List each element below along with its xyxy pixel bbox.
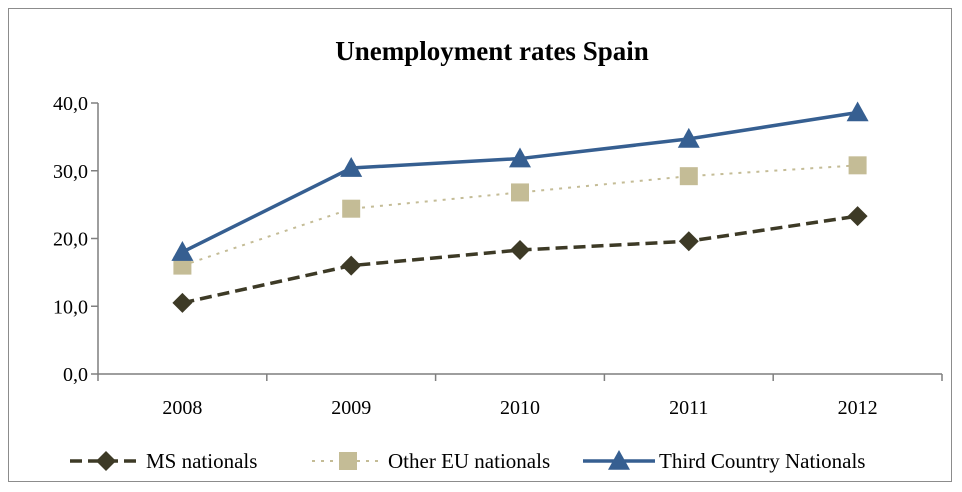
data-point-marker	[847, 206, 868, 227]
y-tick-label: 20,0	[53, 229, 88, 251]
series-line	[182, 164, 858, 267]
chart-frame	[8, 8, 952, 482]
series-ms-nationals	[172, 206, 868, 313]
legend-item: MS nationals	[70, 449, 257, 473]
legend-label: Other EU nationals	[388, 449, 550, 473]
data-point-marker	[510, 240, 530, 261]
data-point-marker	[677, 127, 700, 148]
data-point-marker	[342, 199, 361, 218]
y-tick-label: 40,0	[53, 93, 88, 115]
series-layer	[171, 101, 869, 313]
data-point-marker	[171, 241, 194, 261]
axes: 0,0 10,0 20,0 30,0 40,0 2008 2009 2010 2011 2012	[53, 93, 943, 419]
legend-marker	[339, 452, 357, 470]
legend-item: Third Country Nationals	[583, 449, 865, 473]
y-tick-label: 0,0	[63, 364, 88, 386]
legend-marker	[608, 450, 630, 470]
x-tick-label: 2011	[669, 397, 708, 419]
legend-label: MS nationals	[146, 449, 257, 473]
chart-title: Unemployment rates Spain	[335, 36, 649, 66]
data-point-marker	[679, 167, 698, 186]
data-point-marker	[173, 256, 192, 275]
data-point-marker	[172, 292, 193, 313]
x-tick-label: 2012	[838, 397, 878, 419]
y-tick-label: 30,0	[53, 161, 88, 183]
data-point-marker	[848, 156, 867, 175]
data-point-marker	[678, 231, 699, 252]
series-other-eu-nationals	[173, 156, 867, 275]
x-tick-label: 2010	[500, 397, 540, 419]
legend: MS nationals Other EU nationals Third Coun…	[70, 449, 865, 473]
series-third-country-nationals	[171, 101, 869, 261]
data-point-marker	[846, 101, 869, 122]
data-point-marker	[341, 255, 362, 276]
legend-label: Third Country Nationals	[659, 449, 865, 473]
y-tick-label: 10,0	[53, 296, 88, 318]
data-point-marker	[511, 183, 529, 202]
data-point-marker	[509, 147, 531, 168]
x-tick-label: 2009	[331, 397, 371, 419]
x-tick-label: 2008	[162, 397, 202, 419]
data-point-marker	[340, 157, 363, 177]
legend-item: Other EU nationals	[312, 449, 550, 473]
legend-marker	[96, 451, 116, 471]
